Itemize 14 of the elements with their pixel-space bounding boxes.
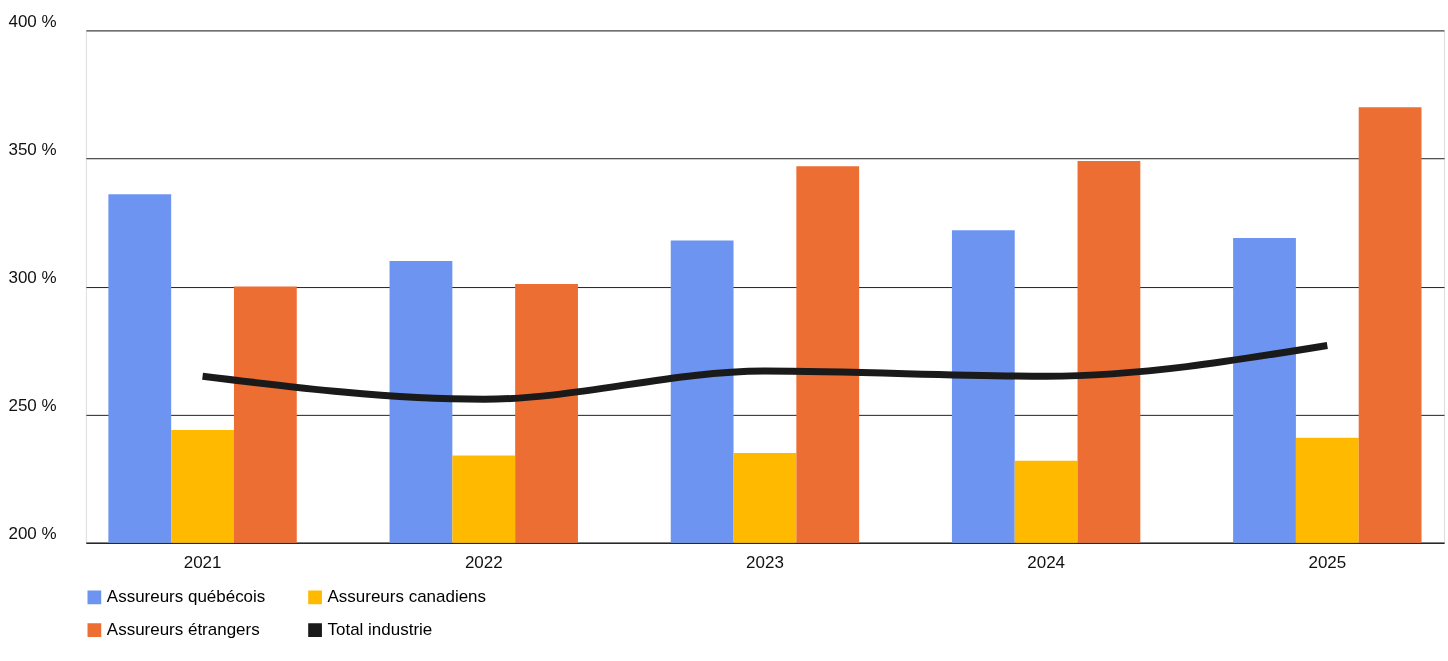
y-tick-label: 250 % xyxy=(8,396,57,416)
x-tick-label: 2025 xyxy=(1308,553,1347,573)
y-tick-label: 200 % xyxy=(8,524,57,544)
x-tick-label: 2024 xyxy=(1027,553,1065,573)
legend-label: Assureurs québécois xyxy=(106,587,266,607)
x-tick-label: 2021 xyxy=(183,553,222,573)
x-tick-label: 2022 xyxy=(464,553,503,573)
x-tick-label: 2023 xyxy=(746,553,784,573)
y-tick-label: 350 % xyxy=(8,139,57,159)
legend-label: Total industrie xyxy=(327,620,433,640)
y-tick-label: 400 % xyxy=(8,11,57,31)
legend-label: Assureurs canadiens xyxy=(327,587,487,607)
legend-label: Assureurs étrangers xyxy=(106,620,260,640)
y-tick-label: 300 % xyxy=(8,268,57,288)
